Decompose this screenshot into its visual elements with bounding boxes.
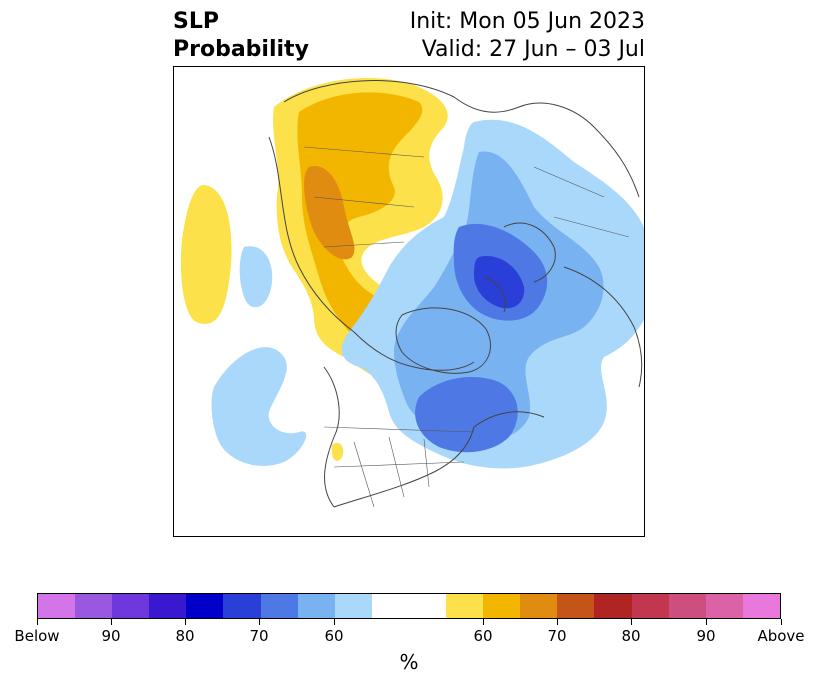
colorbar-cell: [742, 594, 780, 618]
colorbar-tick: [258, 619, 260, 625]
us-west-yellow-spot: [331, 442, 344, 461]
colorbar-cell: [75, 594, 113, 618]
colorbar-cell: [223, 594, 261, 618]
colorbar-tick: [705, 619, 707, 625]
colorbar-cell: [668, 594, 706, 618]
colorbar-cell: [557, 594, 595, 618]
probability-map: [180, 77, 644, 508]
map-panel: [173, 66, 645, 537]
colorbar-tick-label: Below: [14, 627, 60, 645]
coastlines: [268, 80, 643, 508]
colorbar-cell: [260, 594, 298, 618]
europe-deep-blue: [474, 256, 525, 309]
colorbar-cell: [38, 594, 76, 618]
valid-range: Valid: 27 Jun – 03 Jul: [421, 37, 645, 62]
colorbar-tick: [110, 619, 112, 625]
colorbar: [37, 593, 781, 619]
colorbar-tick-label: 90: [101, 627, 121, 645]
colorbar-cell: [594, 594, 632, 618]
colorbar-cell: [631, 594, 669, 618]
colorbar-cell: [408, 594, 447, 618]
title-line-1: SLP: [173, 9, 219, 34]
colorbar-tick-label: 60: [324, 627, 344, 645]
colorbar-cell: [446, 594, 484, 618]
political-borders: [303, 146, 630, 508]
colorbar-tick-label: 90: [696, 627, 716, 645]
title-line-2: Probability: [173, 37, 309, 62]
colorbar-tick-label: Above: [757, 627, 805, 645]
colorbar-tick-label: 70: [249, 627, 269, 645]
colorbar-tick: [184, 619, 186, 625]
colorbar-tick: [556, 619, 558, 625]
colorbar-cell: [520, 594, 558, 618]
north-pacific-blue-region: [211, 347, 307, 466]
colorbar-tick: [482, 619, 484, 625]
siberia-orange-region: [304, 166, 355, 260]
colorbar-tick-label: 70: [547, 627, 567, 645]
map-subtitle: Init: Mon 05 Jun 2023 Valid: 27 Jun – 03…: [410, 8, 645, 64]
colorbar-tick: [630, 619, 632, 625]
colorbar-tick-label: 80: [621, 627, 641, 645]
colorbar-cell: [149, 594, 187, 618]
colorbar-tick: [36, 619, 38, 625]
pacific-yellow-region: [180, 185, 232, 324]
colorbar-tick-label: 80: [175, 627, 195, 645]
pacific-blue-region: [239, 246, 273, 308]
colorbar-unit: %: [399, 650, 419, 674]
colorbar-tick-label: 60: [473, 627, 493, 645]
colorbar-cell: [186, 594, 224, 618]
colorbar-cell: [483, 594, 521, 618]
colorbar-tick: [780, 619, 782, 625]
colorbar-tick: [333, 619, 335, 625]
eurasia-gold-region: [297, 92, 470, 375]
map-title: SLP Probability: [173, 8, 309, 64]
colorbar-cell: [112, 594, 150, 618]
init-date: Init: Mon 05 Jun 2023: [409, 9, 645, 34]
labrador-blue: [415, 377, 518, 453]
colorbar-cell: [334, 594, 372, 618]
colorbar-cell: [705, 594, 743, 618]
colorbar-cell: [297, 594, 335, 618]
colorbar-cell: [371, 594, 409, 618]
